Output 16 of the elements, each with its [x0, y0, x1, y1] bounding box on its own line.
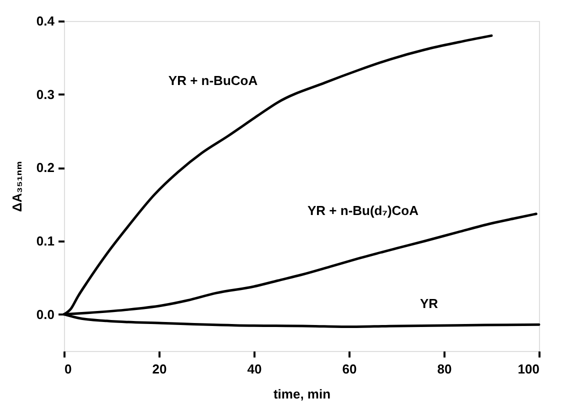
y-tick-label: 0.0 [36, 306, 54, 322]
x-tick-label: 20 [152, 362, 167, 376]
annotation: YR + n-BuCoA [168, 73, 258, 88]
y-axis-title: ΔA₃₅₁ₙₘ [9, 161, 24, 212]
x-tick-label: 80 [437, 362, 452, 376]
x-tick-label: 100 [518, 362, 540, 376]
x-tick-label: 0 [64, 362, 72, 376]
x-tick-label: 60 [342, 362, 357, 376]
annotation: YR [420, 296, 439, 311]
x-tick-label: 40 [247, 362, 262, 376]
y-tick-label: 0.2 [36, 160, 54, 176]
y-tick-label: 0.3 [36, 86, 54, 102]
x-axis-title: time, min [273, 386, 331, 402]
annotation: YR + n-Bu(d₇)CoA [308, 203, 420, 218]
y-tick-label: 0.1 [36, 234, 54, 248]
y-tick-label: 0.4 [36, 14, 56, 28]
